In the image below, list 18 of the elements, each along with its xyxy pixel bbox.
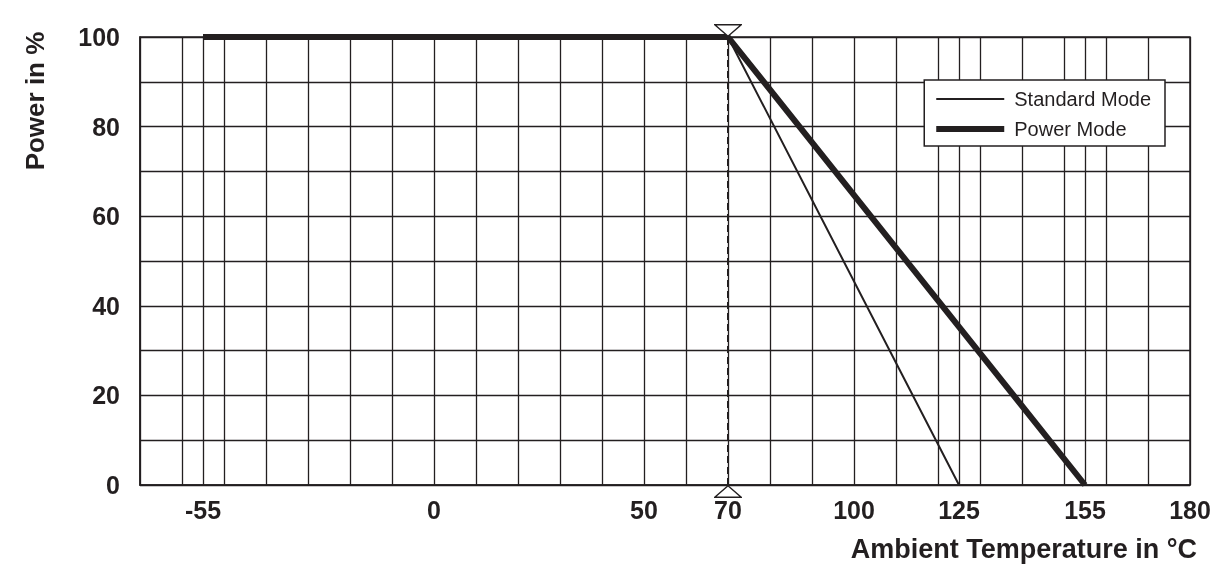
y-tick-label: 0 xyxy=(106,471,120,499)
y-axis-title: Power in % xyxy=(20,31,50,171)
y-tick-label: 20 xyxy=(92,381,120,410)
x-tick-label: 50 xyxy=(630,495,658,524)
x-tick-label: 155 xyxy=(1064,495,1106,524)
x-tick-label: 100 xyxy=(833,495,875,524)
y-tick-label: 40 xyxy=(92,291,120,320)
x-tick-label: 180 xyxy=(1169,495,1211,524)
x-tick-label: -55 xyxy=(184,495,222,524)
y-tick-label: 80 xyxy=(92,112,120,141)
x-tick-label: 0 xyxy=(427,495,441,524)
legend-label: Standard Mode xyxy=(1014,88,1152,110)
y-tick-label: 60 xyxy=(92,202,120,231)
y-tick-label: 100 xyxy=(78,23,120,51)
legend-label: Power Mode xyxy=(1014,118,1127,140)
x-axis-title: Ambient Temperature in °C xyxy=(850,533,1197,564)
x-tick-label: 70 xyxy=(714,495,742,524)
x-tick-label: 125 xyxy=(938,495,980,524)
